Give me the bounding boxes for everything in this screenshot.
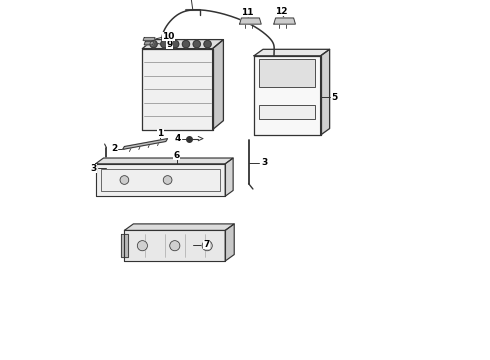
Text: 5: 5 <box>331 93 338 102</box>
Polygon shape <box>225 224 234 261</box>
Text: 11: 11 <box>241 8 253 17</box>
Polygon shape <box>124 230 225 261</box>
Circle shape <box>204 40 211 48</box>
Polygon shape <box>254 49 330 56</box>
Polygon shape <box>122 139 168 149</box>
Circle shape <box>172 40 179 48</box>
Text: 1: 1 <box>157 129 164 138</box>
Polygon shape <box>124 224 234 230</box>
Circle shape <box>163 176 172 184</box>
Bar <box>101 169 220 191</box>
Bar <box>259 59 315 87</box>
Text: 6: 6 <box>173 151 180 160</box>
Polygon shape <box>225 158 233 196</box>
Polygon shape <box>96 164 225 196</box>
Polygon shape <box>213 40 223 130</box>
Polygon shape <box>240 18 261 24</box>
Circle shape <box>182 40 190 48</box>
Polygon shape <box>143 49 213 130</box>
Circle shape <box>161 40 168 48</box>
Circle shape <box>150 40 157 48</box>
Text: 7: 7 <box>203 240 210 249</box>
Circle shape <box>193 40 200 48</box>
Polygon shape <box>254 56 320 135</box>
Text: 9: 9 <box>166 40 172 49</box>
Text: 3: 3 <box>261 158 267 167</box>
Polygon shape <box>96 158 233 164</box>
Polygon shape <box>143 37 155 40</box>
Text: 2: 2 <box>112 144 118 153</box>
Text: 4: 4 <box>174 134 181 143</box>
Text: 3: 3 <box>91 164 97 173</box>
Polygon shape <box>320 49 330 135</box>
Text: 10: 10 <box>163 32 175 41</box>
Circle shape <box>170 240 180 251</box>
Polygon shape <box>144 41 154 45</box>
Circle shape <box>120 176 129 184</box>
Text: 12: 12 <box>275 7 288 16</box>
Polygon shape <box>121 234 128 257</box>
Bar <box>259 105 315 120</box>
Polygon shape <box>143 40 223 49</box>
Circle shape <box>202 240 212 251</box>
Polygon shape <box>274 18 295 24</box>
Circle shape <box>137 240 147 251</box>
